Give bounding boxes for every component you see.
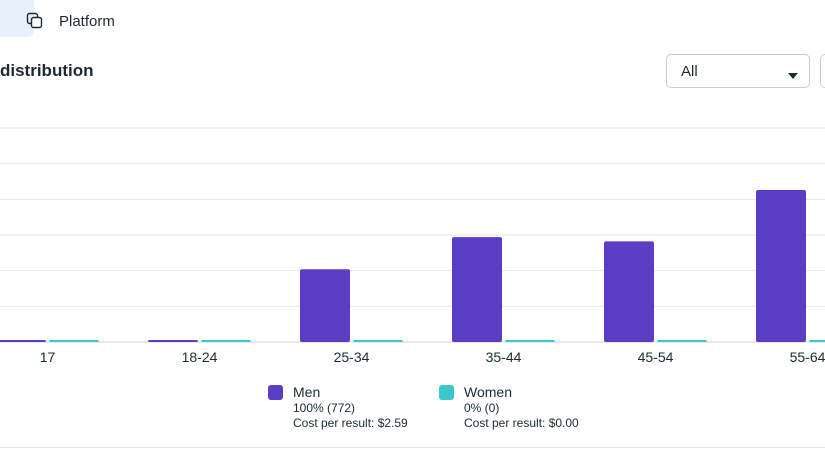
bar-men-45-54[interactable] bbox=[604, 241, 654, 342]
legend-share-women: 0% (0) bbox=[464, 401, 500, 415]
filter-dropdown-value: All bbox=[681, 62, 698, 80]
bar-men-18-24[interactable] bbox=[148, 340, 198, 342]
bar-women-25-34[interactable] bbox=[353, 340, 403, 342]
x-tick-label: 35-44 bbox=[486, 349, 522, 365]
legend-item-women: Women 0% (0) Cost per result: $0.00 bbox=[439, 383, 579, 431]
age-gender-bar-chart: 17 18-24 25-34 35-44 45-54 55-64 bbox=[0, 127, 825, 365]
tab-platform-label: Platform bbox=[59, 12, 115, 30]
filter-dropdown[interactable]: All bbox=[666, 54, 810, 88]
bar-women-55-64[interactable] bbox=[809, 340, 825, 342]
bar-men-35-44[interactable] bbox=[452, 237, 502, 342]
x-tick-label: 18-24 bbox=[182, 349, 218, 365]
caret-down-icon bbox=[787, 67, 799, 79]
legend-cost-women: Cost per result: $0.00 bbox=[464, 416, 579, 430]
section-title: distribution bbox=[0, 61, 94, 80]
bar-women-18-24[interactable] bbox=[201, 340, 251, 342]
secondary-dropdown[interactable] bbox=[820, 54, 825, 88]
legend-share-men: 100% (772) bbox=[293, 401, 356, 415]
active-tab-edge[interactable] bbox=[0, 0, 34, 37]
x-tick-label: 45-54 bbox=[638, 349, 674, 365]
legend-swatch-women bbox=[439, 385, 454, 400]
legend-cost-men: Cost per result: $2.59 bbox=[293, 416, 408, 430]
x-tick-label: 55-64 bbox=[790, 349, 825, 365]
x-tick-label: 17 bbox=[40, 349, 56, 365]
x-tick-label: 25-34 bbox=[334, 349, 370, 365]
bar-men-25-34[interactable] bbox=[300, 269, 350, 342]
bar-women-35-44[interactable] bbox=[505, 340, 555, 342]
bar-men-55-64[interactable] bbox=[756, 190, 806, 342]
tab-platform[interactable]: Platform bbox=[26, 9, 115, 33]
copy-icon bbox=[26, 12, 44, 30]
bar-women-13-17[interactable] bbox=[49, 340, 99, 342]
bar-men-13-17[interactable] bbox=[0, 340, 46, 342]
bar-women-45-54[interactable] bbox=[657, 340, 707, 342]
legend-label-women: Women bbox=[464, 384, 512, 400]
bottom-divider bbox=[0, 447, 825, 448]
legend-item-men: Men 100% (772) Cost per result: $2.59 bbox=[268, 383, 408, 431]
legend-swatch-men bbox=[268, 385, 283, 400]
legend-label-men: Men bbox=[293, 384, 321, 400]
